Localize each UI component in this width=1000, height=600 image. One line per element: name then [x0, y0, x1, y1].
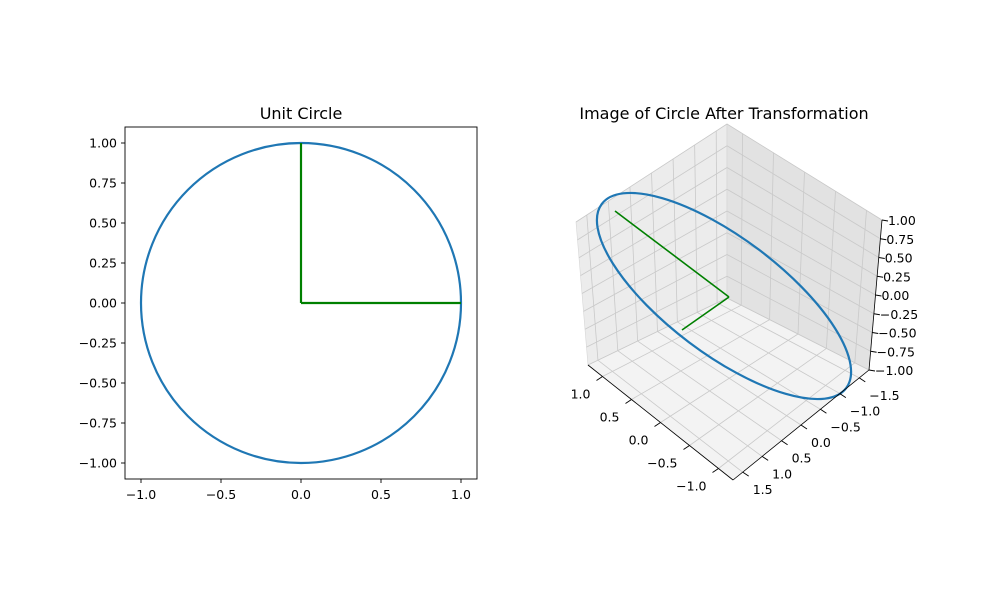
z3d-tick — [875, 294, 882, 297]
x-tick-label: 0.5 — [371, 487, 391, 502]
x3d-tick-label: 0.5 — [600, 410, 620, 425]
x3d-tick — [712, 468, 719, 473]
x3d-tick — [654, 422, 661, 427]
grid-line-y-floor — [716, 302, 860, 379]
grid-line-z-right — [726, 188, 878, 277]
z3d-tick — [881, 219, 889, 222]
transformed-e1-line — [614, 210, 730, 298]
z3d-tick — [877, 275, 884, 278]
z3d-tick — [872, 332, 879, 334]
y3d-tick-label: 0.5 — [792, 451, 812, 466]
y3d-tick — [742, 471, 749, 477]
y3d-tick-label: 0.0 — [811, 435, 831, 450]
grid-line-z-right — [726, 145, 881, 240]
grid-line-z-right — [726, 254, 873, 333]
y3d-tick-label: −1.0 — [850, 404, 880, 419]
y3d-tick-label: −0.5 — [830, 419, 860, 434]
grid-line-y-floor — [597, 359, 743, 473]
z3d-tick-label: 1.00 — [888, 213, 916, 228]
z3d-tick-label: −1.00 — [875, 363, 913, 378]
grid-line-z-left — [578, 167, 728, 259]
y-tick-label: 1.00 — [89, 136, 117, 151]
grid-line-y-floor — [677, 321, 821, 410]
grid-line-z-right — [726, 210, 876, 296]
z3d-tick-label: −0.75 — [877, 344, 915, 359]
grid-line-z-right — [726, 123, 883, 221]
grid-line-y-floor — [637, 340, 782, 442]
x-tick-label: 1.0 — [451, 487, 471, 502]
unit-circle-plot: Unit Circle −1.0 −0.5 0.0 0.5 1.0−1.00−0.75−… — [79, 104, 478, 503]
x-tick-label: 0.0 — [291, 487, 311, 502]
x3d-tick-label: −0.5 — [647, 456, 677, 471]
y3d-tick — [761, 456, 769, 461]
y-tick-label: 0.00 — [89, 296, 117, 311]
z3d-tick — [870, 350, 877, 353]
y-tick-label: −0.75 — [79, 416, 117, 431]
y3d-tick-label: 1.5 — [753, 482, 773, 497]
y-tick-label: 0.25 — [89, 256, 117, 271]
right-chart-title: Image of Circle After Transformation — [579, 104, 868, 123]
x-tick-label: −0.5 — [206, 487, 236, 502]
y-tick-label: −0.25 — [79, 336, 117, 351]
left-chart-title: Unit Circle — [260, 104, 343, 123]
left-series — [139, 141, 463, 465]
grid-line-z-right — [726, 297, 870, 371]
y3d-tick — [839, 393, 847, 398]
grid-line-z-left — [587, 297, 728, 366]
grid-line-z-right — [726, 167, 879, 258]
z3d-tick-label: 0.25 — [883, 269, 911, 284]
y-tick-label: −0.50 — [79, 376, 117, 391]
x3d-tick-label: 1.0 — [571, 387, 591, 402]
grid-line-y-floor — [697, 312, 841, 394]
grid-line-z-left — [580, 188, 728, 276]
transformation-3d-plot: Image of Circle After Transformation 1.0… — [571, 104, 919, 497]
grid-line-z-left — [581, 210, 728, 294]
grid-line-z-left — [586, 275, 728, 348]
y-tick-label: 0.75 — [89, 176, 117, 191]
grid-line-z-left — [577, 145, 728, 241]
z3d-tick — [880, 238, 887, 241]
grid-line-z-right — [726, 232, 875, 315]
y3d-tick-label: 1.0 — [772, 466, 792, 481]
z3d-tick — [868, 369, 876, 372]
x3d-tick-label: −1.0 — [676, 479, 706, 494]
z3d-tick-label: 0.00 — [882, 288, 910, 303]
z3d-tick-label: 0.50 — [885, 251, 913, 266]
x3d-tick — [683, 445, 690, 450]
x3d-tick — [596, 376, 603, 381]
y3d-tick — [859, 377, 866, 383]
grid-line-z-left — [584, 254, 728, 330]
y3d-tick — [820, 408, 827, 414]
ticks-3d: 1.00.50.0−0.5−1.0 1.51.00.50.0−0.5−1.0−1.… — [571, 213, 919, 497]
z3d-tick-label: −0.25 — [880, 307, 918, 322]
x-tick-label: −1.0 — [126, 487, 156, 502]
left-axis-ticks: −1.0 −0.5 0.0 0.5 1.0 −1.00 −0.75 −0.50 −0.25 0.0… — [79, 136, 471, 503]
y-tick-label: 0.50 — [89, 216, 117, 231]
x3d-tick-label: 0.0 — [629, 433, 649, 448]
z3d-tick-label: 0.75 — [886, 232, 914, 247]
grid-line-y-floor — [617, 350, 763, 457]
y3d-tick — [800, 424, 808, 430]
transformed-e2-line — [681, 296, 730, 331]
left-axes-frame — [124, 126, 478, 480]
z3d-tick — [878, 257, 885, 259]
grid-line-z-left — [583, 232, 728, 312]
z3d-tick — [873, 313, 880, 316]
grid-line-z-right — [726, 275, 871, 352]
y3d-tick-label: −1.5 — [869, 388, 899, 403]
grid-line-y-floor — [657, 331, 802, 426]
z3d-tick-label: −0.50 — [878, 326, 916, 341]
grid-3d — [575, 123, 883, 473]
y-tick-label: −1.00 — [79, 456, 117, 471]
y3d-tick — [781, 440, 788, 446]
x3d-tick — [625, 399, 632, 404]
